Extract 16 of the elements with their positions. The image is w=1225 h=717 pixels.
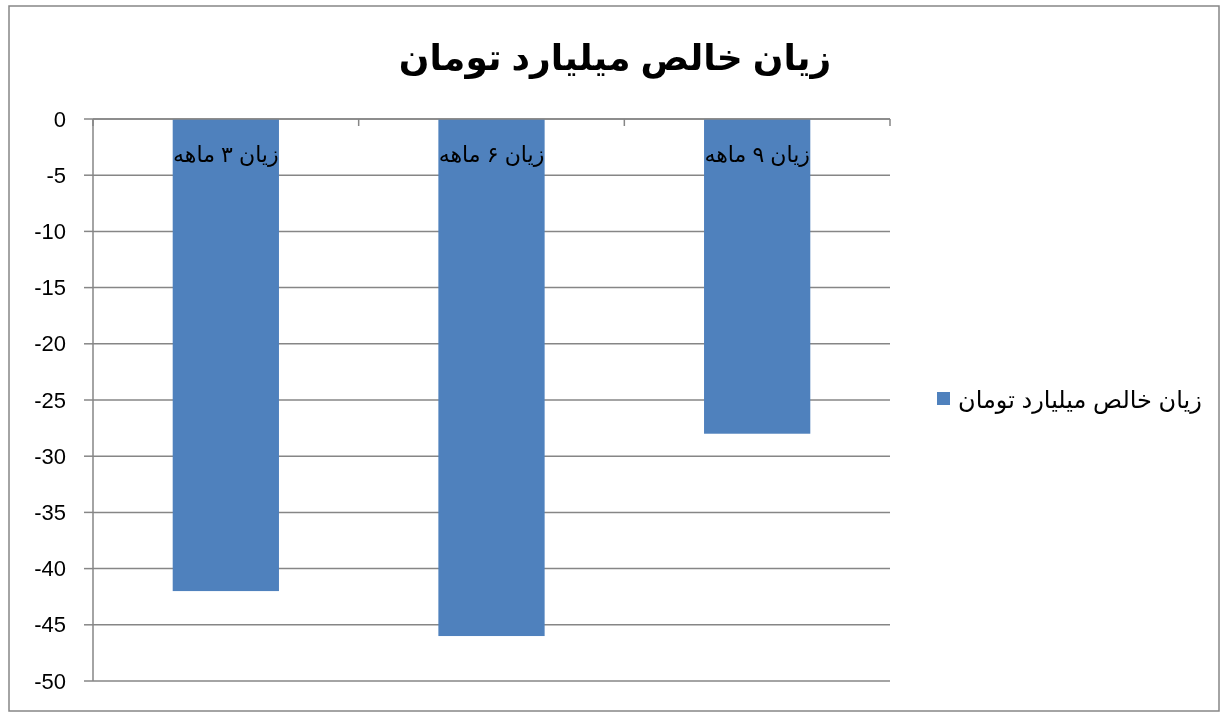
y-tick-label: -35: [34, 499, 66, 525]
y-tick-label: -50: [34, 668, 66, 694]
x-tick-label: زیان ۶ ماهه: [438, 142, 545, 167]
y-tick-label: 0: [53, 106, 66, 132]
y-tick-label: -30: [34, 443, 66, 469]
y-tick-label: -15: [34, 275, 66, 301]
y-tick-label: -45: [34, 612, 66, 638]
y-tick-label: -40: [34, 556, 66, 582]
y-tick-label: -25: [34, 387, 66, 413]
x-tick-label: زیان ۳ ماهه: [173, 142, 279, 167]
y-tick-label: -20: [34, 331, 66, 357]
x-tick-label: زیان ۹ ماهه: [704, 142, 810, 167]
legend-label: زیان خالص میلیارد تومان: [958, 385, 1202, 413]
title: زیان خالص میلیارد تومان: [398, 37, 832, 78]
y-tick-label: -5: [46, 162, 66, 188]
y-tick-label: -10: [34, 218, 66, 244]
